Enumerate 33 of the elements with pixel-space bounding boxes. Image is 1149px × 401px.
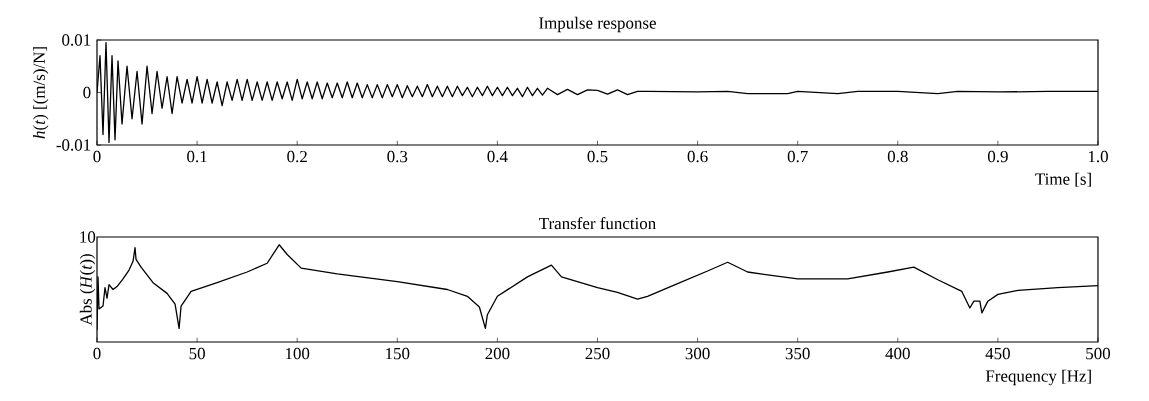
x-tick-label: 350: [785, 347, 810, 360]
line-series: [97, 41, 1098, 144]
x-tick-label: 1.0: [1088, 150, 1108, 163]
x-tick-label: 500: [1086, 347, 1111, 360]
x-tick-label: 150: [386, 347, 410, 360]
x-tick-label: 0.7: [787, 150, 808, 163]
y-tick-label: 0.01: [62, 34, 91, 46]
x-tick-label: 300: [685, 347, 710, 360]
x-tick-label: 0: [93, 347, 101, 360]
x-tick-label: 0.9: [987, 150, 1008, 163]
x-tick-label: 0.4: [487, 150, 508, 163]
x-axis-title: Time [s]: [1035, 172, 1091, 187]
x-tick-label: 100: [285, 347, 310, 360]
x-tick-label: 0.5: [587, 150, 608, 163]
x-tick-label: 0.8: [887, 150, 908, 163]
x-tick-label: 250: [585, 347, 610, 360]
x-tick-label: 200: [485, 347, 510, 360]
x-tick-label: 0.6: [687, 150, 708, 163]
x-tick-label: 450: [985, 347, 1010, 360]
text: 10: [80, 231, 96, 243]
y-tick-label: -0.01: [56, 139, 91, 151]
x-tick-label: 400: [885, 347, 910, 360]
x-tick-label: 0: [93, 150, 101, 163]
chart-title: Transfer function: [539, 217, 656, 230]
y-axis-title: h(t) [(m/s)/N]: [33, 47, 49, 139]
chart-title: Impulse response: [539, 16, 656, 33]
x-axis-title: Frequency [Hz]: [985, 369, 1091, 386]
y-tick-label: 0: [83, 86, 91, 99]
x-tick-label: 0.2: [287, 150, 307, 163]
y-axis-title: Abs (H(t)): [79, 254, 96, 326]
x-tick-label: 50: [189, 347, 205, 360]
x-tick-label: 0.1: [187, 150, 207, 163]
x-tick-label: 0.3: [387, 150, 408, 163]
